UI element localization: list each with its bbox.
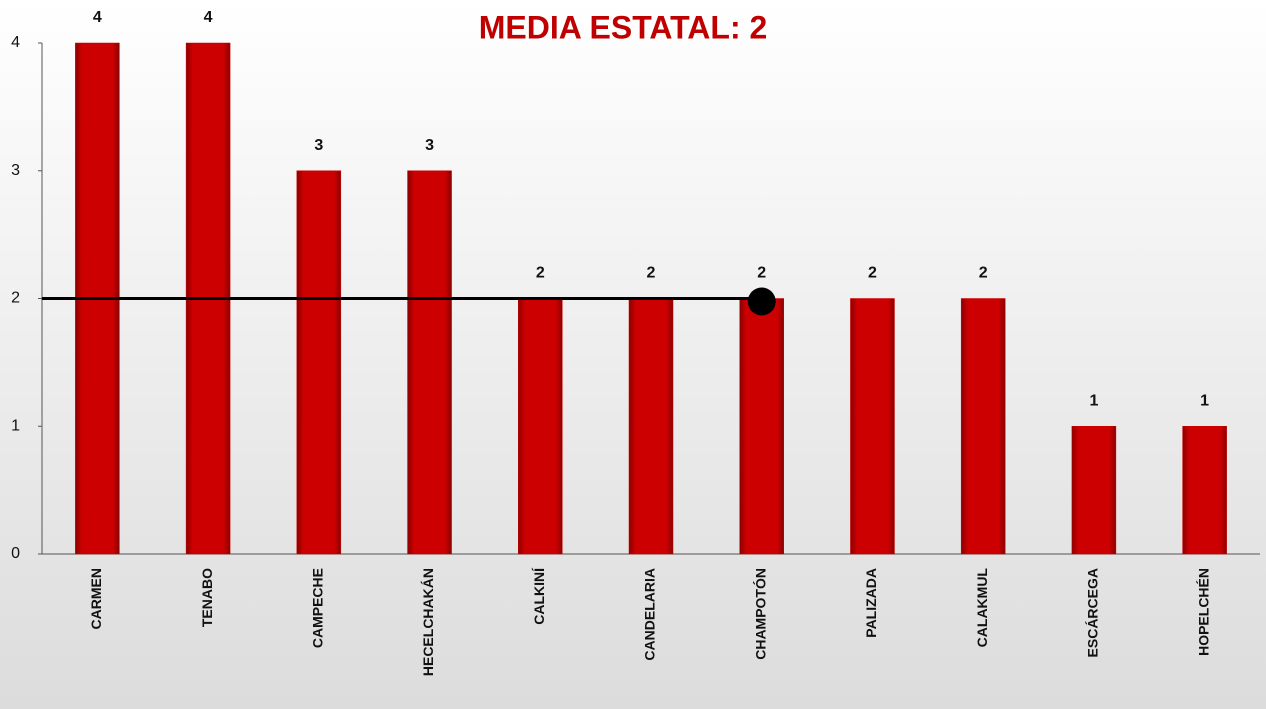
- value-label: 2: [757, 265, 766, 282]
- x-tick-label: PALIZADA: [863, 568, 879, 638]
- bar: [850, 298, 895, 555]
- x-tick-label: CHAMPOTÓN: [751, 568, 768, 660]
- x-tick-label: HOPELCHÉN: [1195, 568, 1211, 656]
- x-tick-label: TENABO: [199, 568, 215, 627]
- value-label: 4: [93, 9, 102, 26]
- y-tick-label: 0: [11, 545, 20, 562]
- value-label: 4: [204, 9, 213, 26]
- y-tick-label: 2: [11, 290, 20, 307]
- x-tick-label: CAMPECHE: [310, 568, 326, 648]
- y-tick-label: 4: [11, 34, 20, 51]
- x-tick-label: CALAKMUL: [974, 568, 990, 648]
- value-label: 1: [1200, 392, 1209, 409]
- x-tick-label: ESCÁRCEGA: [1085, 568, 1101, 657]
- value-label: 2: [536, 265, 545, 282]
- value-label: 2: [979, 265, 988, 282]
- value-label: 3: [425, 137, 434, 154]
- mean-marker: [747, 287, 776, 316]
- bar: [739, 298, 784, 555]
- bar: [960, 298, 1006, 555]
- bar: [518, 298, 563, 555]
- y-tick-label: 1: [11, 417, 20, 434]
- x-tick-label: CANDELARIA: [642, 568, 658, 661]
- value-label: 3: [314, 137, 323, 154]
- chart-title: MEDIA ESTATAL: 2: [479, 9, 768, 45]
- bar: [1182, 426, 1227, 555]
- bar: [1071, 426, 1117, 555]
- bar: [296, 170, 342, 555]
- value-label: 1: [1089, 392, 1098, 409]
- bar: [628, 298, 674, 555]
- y-tick-label: 3: [11, 162, 20, 179]
- bar: [407, 170, 452, 555]
- x-tick-label: CALKINÍ: [531, 567, 547, 625]
- value-label: 2: [868, 265, 877, 282]
- x-tick-label: CARMEN: [88, 568, 104, 629]
- value-label: 2: [647, 265, 656, 282]
- x-tick-label: HECELCHAKÁN: [420, 568, 436, 676]
